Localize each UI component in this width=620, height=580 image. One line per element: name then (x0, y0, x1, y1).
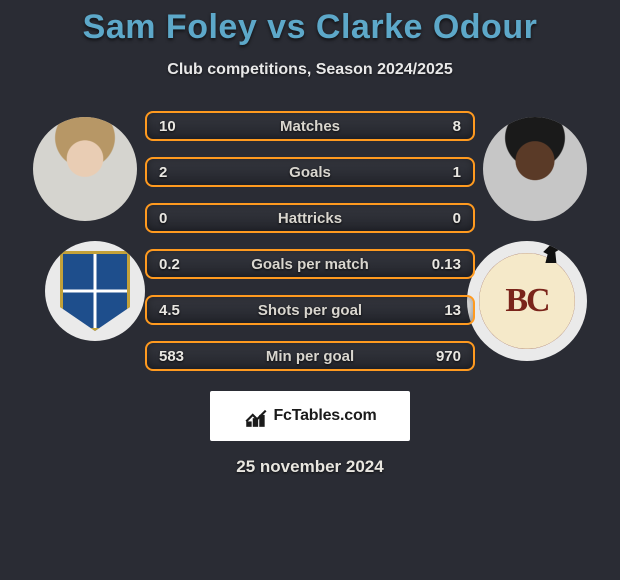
club-right-badge: BC (467, 241, 587, 361)
stat-left-value: 583 (159, 348, 203, 365)
stat-right-value: 1 (417, 164, 461, 181)
stat-row: 4.5Shots per goal13 (145, 295, 475, 325)
player-right-photo (483, 117, 587, 221)
chart-icon (243, 403, 269, 429)
player-left-column: BARROW AFC (25, 109, 145, 341)
stat-right-value: 0.13 (417, 256, 461, 273)
face-icon (483, 117, 587, 221)
stat-right-value: 970 (417, 348, 461, 365)
club-left-badge: BARROW AFC (45, 241, 145, 341)
stat-row: 0.2Goals per match0.13 (145, 249, 475, 279)
face-icon (33, 117, 137, 221)
badge-icon: BC (479, 253, 575, 349)
club-right-label: BC (505, 282, 548, 320)
stat-left-value: 2 (159, 164, 203, 181)
stat-right-value: 8 (417, 118, 461, 135)
stat-row: 2Goals1 (145, 157, 475, 187)
subtitle: Club competitions, Season 2024/2025 (0, 61, 620, 79)
brand-badge: FcTables.com (210, 391, 410, 441)
stats-list: 10Matches8 2Goals1 0Hattricks0 0.2Goals per… (145, 109, 475, 371)
stat-left-value: 0 (159, 210, 203, 227)
stat-left-value: 10 (159, 118, 203, 135)
shield-icon: BARROW AFC (60, 251, 130, 331)
page-title: Sam Foley vs Clarke Odour (0, 0, 620, 47)
stat-right-value: 13 (417, 302, 461, 319)
stat-left-value: 4.5 (159, 302, 203, 319)
date-label: 25 november 2024 (0, 457, 620, 477)
comparison-panel: BARROW AFC 10Matches82Goals10Hattricks00… (0, 109, 620, 371)
stat-row: 583Min per goal970 (145, 341, 475, 371)
stat-right-value: 0 (417, 210, 461, 227)
player-left-photo (33, 117, 137, 221)
rooster-icon (541, 241, 563, 263)
brand-text: FcTables.com (273, 407, 376, 425)
club-left-label: BARROW AFC (57, 333, 133, 341)
stat-row: 0Hattricks0 (145, 203, 475, 233)
stat-row: 10Matches8 (145, 111, 475, 141)
player-right-column: BC (475, 109, 595, 361)
stat-left-value: 0.2 (159, 256, 203, 273)
